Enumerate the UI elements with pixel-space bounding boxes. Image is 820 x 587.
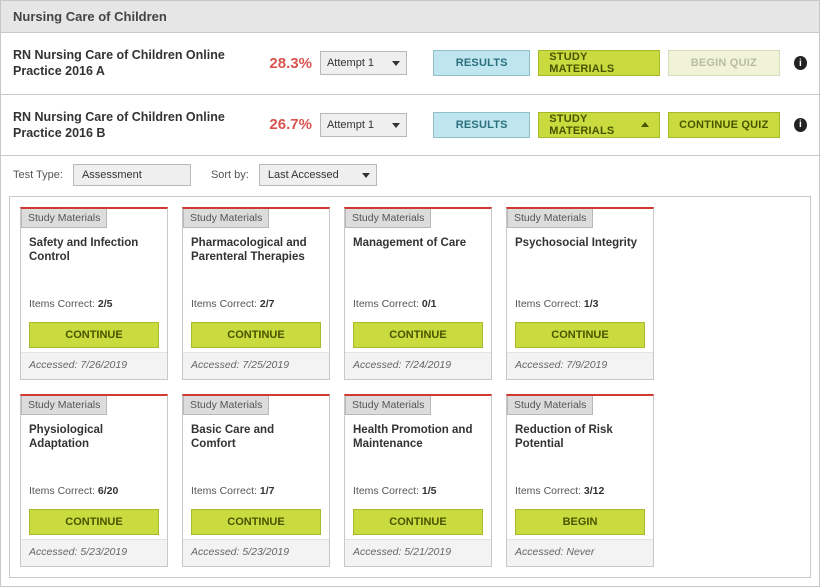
card-body: Psychosocial Integrity Items Correct: 1/3 [507,228,653,316]
begin-button[interactable]: BEGIN [515,509,645,535]
continue-button[interactable]: CONTINUE [29,509,159,535]
continue-button[interactable]: CONTINUE [515,322,645,348]
card-body: Management of Care Items Correct: 0/1 [345,228,491,316]
card-accessed: Accessed: 5/23/2019 [21,539,167,566]
card-items-correct: Items Correct: 3/12 [515,485,645,497]
card-title: Reduction of Risk Potential [515,423,645,453]
card-accessed: Accessed: 7/26/2019 [21,352,167,379]
continue-button[interactable]: CONTINUE [353,509,483,535]
continue-button[interactable]: CONTINUE [191,509,321,535]
card-tag: Study Materials [507,209,593,228]
test-type-value: Assessment [82,169,142,181]
assessment-score: 28.3% [256,55,312,72]
info-icon[interactable]: i [794,118,807,132]
study-material-card: Study Materials Physiological Adaptation I… [20,394,168,567]
card-title: Health Promotion and Maintenance [353,423,483,453]
card-tag: Study Materials [183,209,269,228]
card-body: Safety and Infection Control Items Correc… [21,228,167,316]
begin-quiz-button-disabled: BEGIN QUIZ [668,50,780,76]
attempt-value: Attempt 1 [327,119,374,131]
card-tag: Study Materials [345,396,431,415]
attempt-select[interactable]: Attempt 1 [320,113,407,137]
sort-by-value: Last Accessed [268,169,339,181]
assessment-title: RN Nursing Care of Children Online Pract… [13,47,248,80]
card-accessed: Accessed: Never [507,539,653,566]
card-title: Management of Care [353,236,483,266]
study-material-card: Study Materials Management of Care Items C… [344,207,492,380]
results-button[interactable]: RESULTS [433,112,530,138]
study-label: STUDY MATERIALS [549,51,648,75]
attempt-select[interactable]: Attempt 1 [320,51,407,75]
study-materials-button-expanded[interactable]: STUDY MATERIALS [538,112,659,138]
study-material-card: Study MaterialsSafety and Infection Cont… [20,207,168,380]
card-body: Physiological Adaptation Items Correct: 6… [21,415,167,503]
card-items-correct: Items Correct: 6/20 [29,485,159,497]
card-body: Health Promotion and Maintenance Items Co… [345,415,491,503]
card-accessed: Accessed: 5/23/2019 [183,539,329,566]
continue-button[interactable]: CONTINUE [353,322,483,348]
study-material-card: Study Materials Psychosocial Integrity Ite… [506,207,654,380]
card-items-correct: Items Correct: 2/7 [191,298,321,310]
study-material-card: Study MaterialsReduction of Risk Potenti… [506,394,654,567]
card-accessed: Accessed: 7/24/2019 [345,352,491,379]
chevron-down-icon [392,123,400,128]
sort-by-select[interactable]: Last Accessed [259,164,377,186]
card-items-correct: Items Correct: 1/5 [353,485,483,497]
card-items-correct: Items Correct: 1/7 [191,485,321,497]
card-tag: Study Materials [183,396,269,415]
card-tag: Study Materials [21,396,107,415]
card-title: Pharmacological and Parenteral Therapies [191,236,321,266]
card-accessed: Accessed: 7/25/2019 [183,352,329,379]
test-type-select[interactable]: Assessment [73,164,191,186]
card-title: Basic Care and Comfort [191,423,321,453]
study-materials-button[interactable]: STUDY MATERIALS [538,50,659,76]
card-title: Physiological Adaptation [29,423,159,453]
card-title: Psychosocial Integrity [515,236,645,266]
card-tag: Study Materials [507,396,593,415]
chevron-up-icon [641,122,649,127]
panel-title: Nursing Care of Children [1,1,819,33]
card-tag: Study Materials [21,209,107,228]
continue-button[interactable]: CONTINUE [29,322,159,348]
card-body: Reduction of Risk Potential Items Correct… [507,415,653,503]
attempt-value: Attempt 1 [327,57,374,69]
card-tag: Study Materials [345,209,431,228]
cards-area: Study MaterialsSafety and Infection Cont… [9,196,811,578]
card-title: Safety and Infection Control [29,236,159,266]
card-body: Basic Care and Comfort Items Correct: 1/7 [183,415,329,503]
assessment-score: 26.7% [256,116,312,133]
assessment-row: RN Nursing Care of Children Online Pract… [1,33,819,95]
study-label: STUDY MATERIALS [549,113,636,137]
study-material-card: Study MaterialsPharmacological and Paren… [182,207,330,380]
card-items-correct: Items Correct: 2/5 [29,298,159,310]
info-icon[interactable]: i [794,56,807,70]
card-accessed: Accessed: 7/9/2019 [507,352,653,379]
card-items-correct: Items Correct: 1/3 [515,298,645,310]
card-items-correct: Items Correct: 0/1 [353,298,483,310]
card-body: Pharmacological and Parenteral Therapies… [183,228,329,316]
continue-button[interactable]: CONTINUE [191,322,321,348]
study-material-card: Study Materials Basic Care and Comfort Ite… [182,394,330,567]
chevron-down-icon [392,61,400,66]
card-accessed: Accessed: 5/21/2019 [345,539,491,566]
assessment-row: RN Nursing Care of Children Online Pract… [1,95,819,157]
study-material-card: Study MaterialsHealth Promotion and Main… [344,394,492,567]
test-type-label: Test Type: [13,169,63,181]
results-button[interactable]: RESULTS [433,50,530,76]
continue-quiz-button[interactable]: CONTINUE QUIZ [668,112,780,138]
main-panel: Nursing Care of Children RN Nursing Care… [0,0,820,587]
chevron-down-icon [362,173,370,178]
sort-by-label: Sort by: [211,169,249,181]
assessment-title: RN Nursing Care of Children Online Pract… [13,109,248,142]
filters-bar: Test Type: Assessment Sort by: Last Acce… [1,156,819,196]
